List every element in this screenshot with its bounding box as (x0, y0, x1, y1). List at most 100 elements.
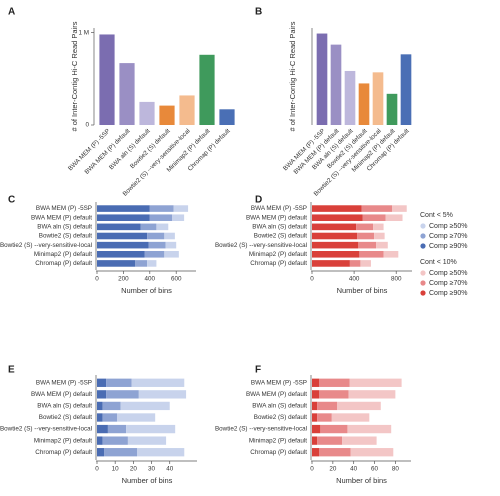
bar (199, 54, 215, 125)
bar-segment (97, 413, 103, 422)
bar-segment (107, 424, 127, 434)
bar-segment (312, 424, 321, 434)
y-tick-label: BWA MEM (P) default (246, 391, 307, 398)
bar (219, 109, 235, 125)
y-tick-label: BWA MEM (P) default (246, 214, 307, 221)
bar-segment (131, 378, 185, 387)
x-tick-label: 400 (145, 276, 156, 283)
bar-segment (97, 250, 145, 258)
y-tick-label: BWA MEM (P) default (31, 214, 92, 221)
bar (179, 95, 195, 125)
x-axis-label: Number of bins (336, 476, 387, 485)
bar-segment (348, 390, 396, 399)
bar-segment (317, 436, 343, 445)
bar-segment (359, 250, 384, 258)
x-axis-label: Number of bins (122, 476, 173, 485)
bar-segment (97, 205, 150, 212)
bar-segment (164, 250, 179, 258)
bar-segment (120, 401, 170, 411)
bar (159, 105, 175, 125)
bar-segment (164, 232, 175, 240)
bar-segment (317, 413, 332, 422)
y-tick-label: BWA MEM (P) -5SP (36, 379, 92, 386)
bar-segment (126, 424, 176, 434)
x-tick-label: 200 (118, 276, 129, 283)
y-axis-label: # of Inter-Contig Hi-C Read Pairs (288, 21, 297, 131)
y-tick-label: BWA MEM (P) default (31, 391, 92, 398)
bar-segment (373, 223, 384, 231)
y-tick-label: Chromap (P) default (250, 260, 307, 267)
bar-segment (357, 232, 375, 240)
y-tick-label: Minimap2 (P) default (249, 251, 307, 258)
y-tick-label: Chromap (P) default (250, 449, 307, 456)
bar-segment (97, 378, 107, 387)
bar-segment (97, 401, 103, 411)
panel-label: C (8, 195, 15, 206)
bar-segment (358, 241, 377, 249)
x-axis-label: Number of bins (121, 286, 172, 295)
bar-segment (117, 413, 156, 422)
bar-segment (312, 413, 318, 422)
bar-segment (137, 448, 185, 457)
bar-segment (312, 401, 318, 411)
bar-segment (147, 232, 165, 240)
y-tick-label: Minimap2 (P) default (249, 437, 307, 444)
bar-segment (312, 223, 357, 231)
bar-segment (349, 260, 361, 267)
bar-segment (392, 205, 407, 212)
bar-segment (106, 378, 132, 387)
bar-segment (144, 250, 165, 258)
bar-segment (342, 436, 377, 445)
bar-segment (138, 390, 187, 399)
y-tick-label: Minimap2 (P) default (34, 437, 92, 444)
legend-marker (420, 233, 426, 239)
bar-segment (312, 214, 363, 222)
bar-segment (97, 390, 107, 399)
bar-segment (319, 448, 351, 457)
bar-segment (312, 241, 359, 249)
y-tick-label: 0 (85, 122, 89, 129)
bar-segment (331, 413, 370, 422)
bar (358, 83, 370, 125)
bar (330, 44, 342, 125)
bar (139, 101, 155, 125)
bar-segment (102, 413, 117, 422)
x-tick-label: 800 (391, 276, 402, 283)
x-tick-label: 20 (130, 466, 138, 473)
bar-segment (97, 223, 141, 231)
bar-segment (312, 436, 318, 445)
bar-segment (337, 401, 381, 411)
y-tick-label: 1 M (79, 29, 90, 36)
bar-segment (376, 241, 388, 249)
bar-segment (106, 390, 139, 399)
y-tick-label: Bowtie2 (S) default (39, 414, 92, 421)
bar-segment (97, 448, 105, 457)
x-tick-label: 20 (329, 466, 337, 473)
bar-segment (102, 401, 121, 411)
bar-segment (97, 214, 150, 222)
legend-label: Comp ≥50% (429, 270, 467, 277)
x-tick-label: 0 (95, 276, 99, 283)
panel-label: F (255, 365, 261, 376)
bar-segment (102, 436, 128, 445)
bar-segment (312, 205, 362, 212)
bar (99, 34, 115, 125)
legend-label: Comp ≥90% (429, 243, 467, 250)
bar-segment (362, 214, 386, 222)
bar-segment (356, 223, 374, 231)
bar-segment (172, 214, 185, 222)
bar-segment (149, 214, 173, 222)
legend-label: Comp ≥90% (429, 290, 467, 297)
bar (344, 70, 356, 125)
bar-segment (156, 223, 169, 231)
bar-segment (104, 448, 137, 457)
bar-segment (320, 424, 348, 434)
x-tick-label: 600 (171, 276, 182, 283)
y-tick-label: Chromap (P) default (35, 260, 92, 267)
x-tick-label: 60 (371, 466, 379, 473)
bar-segment (149, 205, 174, 212)
x-tick-label: 10 (112, 466, 120, 473)
legend-marker (420, 290, 426, 296)
bar-segment (385, 214, 403, 222)
